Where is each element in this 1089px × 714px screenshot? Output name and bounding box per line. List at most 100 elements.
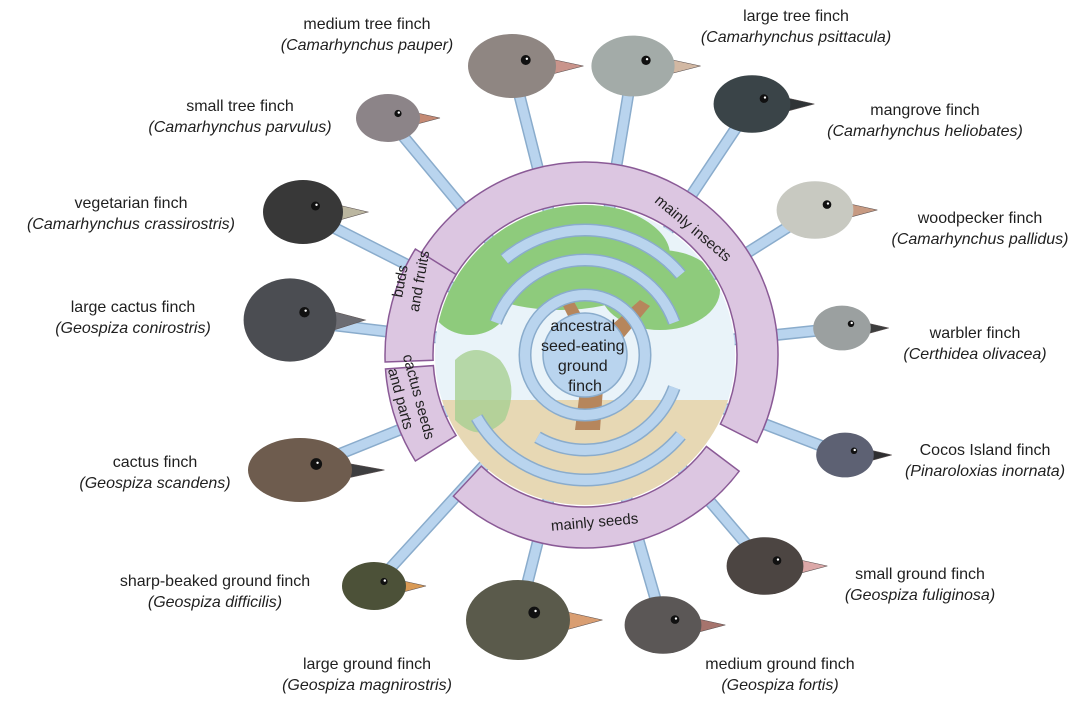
scientific-name: (Certhidea olivacea)	[903, 346, 1047, 363]
eye-highlight	[850, 321, 853, 325]
head	[713, 75, 791, 133]
common-name: large cactus finch	[70, 299, 196, 316]
head	[624, 596, 702, 654]
eye	[311, 201, 320, 211]
eye-highlight	[315, 203, 318, 206]
head	[263, 180, 343, 244]
label-medium-tree-finch: medium tree finch (Camarhynchus pauper)	[237, 14, 497, 56]
head	[466, 580, 570, 660]
eye	[310, 458, 323, 470]
scientific-name: (Pinaroloxias inornata)	[904, 463, 1066, 480]
eye	[822, 200, 832, 209]
label-cocos-island-finch: Cocos Island finch (Pinaroloxias inornat…	[855, 440, 1089, 482]
eye	[772, 556, 782, 565]
common-name: vegetarian finch	[74, 195, 188, 212]
large-tree-finch-head	[591, 35, 701, 97]
ring-buds-and-fruits	[384, 247, 458, 363]
eye	[520, 55, 531, 65]
branch-arc-fill	[501, 225, 685, 278]
large-cactus-finch-head	[243, 278, 367, 362]
head	[356, 94, 420, 142]
head	[243, 278, 337, 362]
mangrove-finch-head	[713, 75, 815, 133]
scientific-name: (Geospiza scandens)	[79, 475, 231, 492]
scientific-name: (Camarhynchus psittacula)	[700, 29, 892, 46]
label-large-tree-finch: large tree finch (Camarhynchus psittacul…	[666, 6, 926, 48]
head	[816, 432, 874, 478]
head	[468, 34, 556, 98]
cocos-island-finch-head	[816, 432, 892, 478]
label-small-tree-finch: small tree finch (Camarhynchus parvulus)	[110, 96, 370, 138]
scientific-name: (Geospiza fortis)	[721, 677, 839, 694]
label-medium-ground-finch: medium ground finch (Geospiza fortis)	[650, 654, 910, 696]
medium-tree-finch-head	[468, 34, 584, 98]
ring-cactus-seeds	[384, 364, 458, 463]
head	[813, 305, 871, 351]
center-label: ancestral seed-eating ground finch	[541, 318, 629, 395]
eye-highlight	[316, 461, 319, 464]
scientific-name: (Camarhynchus pallidus)	[891, 231, 1069, 248]
scientific-name: (Geospiza fuliginosa)	[844, 587, 996, 604]
eye	[380, 577, 388, 586]
scientific-name: (Geospiza conirostris)	[55, 320, 211, 337]
scientific-name: (Geospiza difficilis)	[147, 594, 283, 611]
eye-highlight	[534, 609, 537, 613]
head	[591, 35, 675, 97]
common-name: small tree finch	[186, 98, 294, 115]
label-mangrove-finch: mangrove finch (Camarhynchus heliobates)	[795, 100, 1055, 142]
large-ground-finch-head	[466, 580, 603, 660]
label-warbler-finch: warbler finch (Certhidea olivacea)	[845, 323, 1089, 365]
label-large-cactus-finch: large cactus finch (Geospiza conirostris…	[3, 297, 263, 339]
head	[776, 181, 854, 239]
head	[342, 562, 406, 610]
eye	[670, 615, 680, 624]
common-name: sharp-beaked ground finch	[119, 573, 311, 590]
eye-highlight	[763, 96, 767, 99]
label-cactus-finch: cactus finch (Geospiza scandens)	[25, 452, 285, 494]
eye-highlight	[776, 558, 780, 561]
eye	[528, 606, 541, 619]
ancestral-node	[542, 312, 628, 398]
common-name: cactus finch	[112, 454, 198, 471]
label-woodpecker-finch: woodpecker finch (Camarhynchus pallidus)	[850, 208, 1089, 250]
head	[248, 438, 352, 502]
eye	[394, 109, 402, 118]
eye	[299, 306, 310, 318]
scientific-name: (Camarhynchus parvulus)	[148, 119, 332, 136]
woodpecker-finch-head	[776, 181, 878, 239]
eye-highlight	[383, 579, 386, 582]
common-name: warbler finch	[929, 325, 1021, 342]
branch-network	[471, 223, 686, 487]
branch-arc-fill	[519, 290, 650, 420]
common-name: woodpecker finch	[917, 210, 1043, 227]
eye-highlight	[645, 57, 649, 61]
finch-heads	[243, 34, 892, 660]
scientific-name: (Geospiza magnirostris)	[282, 677, 452, 694]
branch-arc-fill	[472, 414, 685, 485]
eye	[759, 94, 769, 103]
eye-highlight	[304, 309, 307, 312]
eye-highlight	[525, 57, 529, 60]
label-large-ground-finch: large ground finch (Geospiza magnirostri…	[237, 654, 497, 696]
small-tree-finch-head	[356, 94, 441, 142]
label-small-ground-finch: small ground finch (Geospiza fuliginosa)	[790, 564, 1050, 606]
eye-highlight	[397, 111, 400, 114]
ring-mainly-seeds	[452, 445, 741, 549]
scientific-name: (Camarhynchus crassirostris)	[26, 216, 236, 233]
head	[726, 537, 804, 595]
common-name: small ground finch	[855, 566, 985, 583]
common-name: large ground finch	[302, 656, 432, 673]
scientific-name: (Camarhynchus heliobates)	[827, 123, 1023, 140]
eye-highlight	[853, 448, 856, 452]
common-name: mangrove finch	[870, 102, 980, 119]
common-name: medium tree finch	[303, 16, 431, 33]
branch-arc-fill	[535, 385, 679, 455]
small-ground-finch-head	[726, 537, 828, 595]
common-name: large tree finch	[743, 8, 849, 25]
common-name: medium ground finch	[705, 656, 855, 673]
label-sharp-beaked-ground-finch: sharp-beaked ground finch (Geospiza diff…	[85, 571, 345, 613]
branch-arc-fill	[491, 255, 679, 325]
warbler-finch-head	[813, 305, 889, 351]
